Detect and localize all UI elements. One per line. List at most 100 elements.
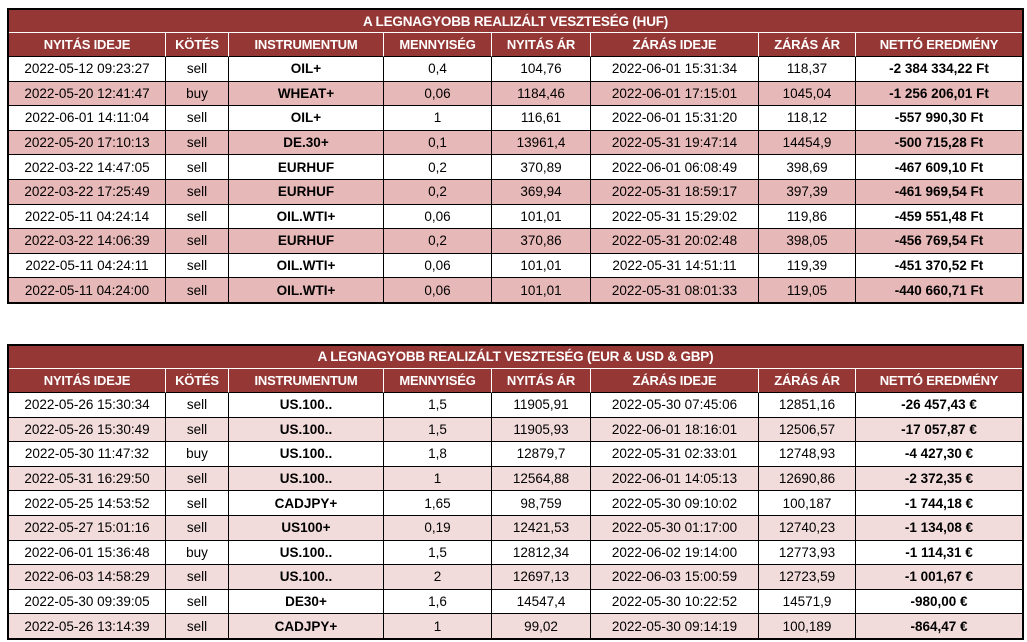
cell-netto-eredmeny: -1 134,08 € bbox=[856, 515, 1023, 541]
cell-netto-eredmeny: -980,00 € bbox=[856, 589, 1023, 615]
table-row: 2022-05-11 04:24:00 sell OIL.WTI+ 0,06 101,0… bbox=[9, 278, 1023, 302]
cell-zaras-ideje: 2022-06-01 06:08:49 bbox=[591, 155, 759, 180]
cell-zaras-ideje: 2022-05-30 10:22:52 bbox=[591, 589, 759, 615]
cell-zaras-ideje: 2022-05-31 19:47:14 bbox=[591, 130, 759, 156]
cell-netto-eredmeny: -1 744,18 € bbox=[856, 491, 1023, 516]
table-row: 2022-05-12 09:23:27 sell OIL+ 0,4 104,76 2022… bbox=[9, 57, 1023, 82]
cell-nyitas-ar: 12697,13 bbox=[492, 565, 591, 590]
cell-netto-eredmeny: -440 660,71 Ft bbox=[856, 278, 1023, 302]
cell-nyitas-ideje: 2022-05-11 04:24:14 bbox=[9, 204, 166, 230]
column-header-kotes: KÖTÉS bbox=[166, 33, 229, 57]
column-header-netto-eredmeny: NETTÓ EREDMÉNY bbox=[856, 33, 1023, 57]
cell-zaras-ar: 12748,93 bbox=[759, 442, 856, 467]
cell-zaras-ideje: 2022-06-01 17:15:01 bbox=[591, 81, 759, 107]
cell-zaras-ar: 398,69 bbox=[759, 155, 856, 180]
cell-instrumentum: OIL.WTI+ bbox=[229, 253, 384, 279]
table-row: 2022-06-01 15:36:48 buy US.100.. 1,5 12812,3… bbox=[9, 540, 1023, 566]
cell-nyitas-ar: 11905,91 bbox=[492, 392, 591, 418]
cell-nyitas-ideje: 2022-05-26 15:30:34 bbox=[9, 392, 166, 418]
table-row: 2022-05-25 14:53:52 sell CADJPY+ 1,65 98,759… bbox=[9, 491, 1023, 516]
cell-nyitas-ar: 12564,88 bbox=[492, 466, 591, 492]
cell-nyitas-ideje: 2022-05-26 13:14:39 bbox=[9, 614, 166, 638]
cell-netto-eredmeny: -864,47 € bbox=[856, 614, 1023, 638]
cell-instrumentum: OIL+ bbox=[229, 106, 384, 131]
cell-mennyiseg: 1 bbox=[384, 614, 492, 638]
cell-nyitas-ideje: 2022-05-11 04:24:00 bbox=[9, 278, 166, 302]
table-row: 2022-05-26 15:30:49 sell US.100.. 1,5 11905,… bbox=[9, 417, 1023, 443]
cell-kotes: sell bbox=[166, 589, 229, 615]
cell-netto-eredmeny: -557 990,30 Ft bbox=[856, 106, 1023, 131]
cell-zaras-ar: 14571,9 bbox=[759, 589, 856, 615]
cell-mennyiseg: 0,2 bbox=[384, 229, 492, 254]
cell-nyitas-ar: 99,02 bbox=[492, 614, 591, 638]
cell-zaras-ar: 118,12 bbox=[759, 106, 856, 131]
cell-nyitas-ar: 104,76 bbox=[492, 57, 591, 82]
cell-nyitas-ideje: 2022-06-01 14:11:04 bbox=[9, 106, 166, 131]
cell-zaras-ar: 12773,93 bbox=[759, 540, 856, 566]
table-row: 2022-03-22 14:06:39 sell EURHUF 0,2 370,86 20… bbox=[9, 229, 1023, 254]
column-header-zaras-ideje: ZÁRÁS IDEJE bbox=[591, 33, 759, 57]
cell-zaras-ar: 12506,57 bbox=[759, 417, 856, 443]
cell-nyitas-ideje: 2022-05-20 17:10:13 bbox=[9, 130, 166, 156]
cell-instrumentum: US.100.. bbox=[229, 392, 384, 418]
cell-zaras-ideje: 2022-06-02 19:14:00 bbox=[591, 540, 759, 566]
cell-zaras-ideje: 2022-05-31 20:02:48 bbox=[591, 229, 759, 254]
table-row: 2022-05-30 09:39:05 sell DE30+ 1,6 14547,4 20… bbox=[9, 589, 1023, 615]
cell-nyitas-ideje: 2022-05-26 15:30:49 bbox=[9, 417, 166, 443]
cell-kotes: sell bbox=[166, 155, 229, 180]
cell-kotes: sell bbox=[166, 130, 229, 156]
cell-nyitas-ar: 116,61 bbox=[492, 106, 591, 131]
column-header-zaras-ideje: ZÁRÁS IDEJE bbox=[591, 368, 759, 393]
cell-nyitas-ar: 101,01 bbox=[492, 204, 591, 230]
cell-kotes: sell bbox=[166, 515, 229, 541]
cell-mennyiseg: 0,2 bbox=[384, 179, 492, 205]
cell-mennyiseg: 1,5 bbox=[384, 417, 492, 443]
cell-nyitas-ar: 370,89 bbox=[492, 155, 591, 180]
cell-zaras-ar: 398,05 bbox=[759, 229, 856, 254]
table-row: 2022-03-22 14:47:05 sell EURHUF 0,2 370,89 20… bbox=[9, 155, 1023, 180]
cell-mennyiseg: 1,5 bbox=[384, 392, 492, 418]
cell-zaras-ar: 12723,59 bbox=[759, 565, 856, 590]
cell-zaras-ideje: 2022-05-30 09:10:02 bbox=[591, 491, 759, 516]
cell-nyitas-ar: 14547,4 bbox=[492, 589, 591, 615]
cell-zaras-ar: 118,37 bbox=[759, 57, 856, 82]
cell-nyitas-ideje: 2022-03-22 17:25:49 bbox=[9, 179, 166, 205]
cell-nyitas-ar: 11905,93 bbox=[492, 417, 591, 443]
cell-instrumentum: WHEAT+ bbox=[229, 81, 384, 107]
cell-mennyiseg: 1 bbox=[384, 106, 492, 131]
cell-instrumentum: EURHUF bbox=[229, 179, 384, 205]
cell-nyitas-ar: 101,01 bbox=[492, 278, 591, 302]
loss-table-huf: A LEGNAGYOBB REALIZÁLT VESZTESÉG (HUF) NY… bbox=[7, 8, 1025, 304]
cell-instrumentum: US.100.. bbox=[229, 540, 384, 566]
cell-kotes: sell bbox=[166, 565, 229, 590]
cell-zaras-ar: 12851,16 bbox=[759, 392, 856, 418]
cell-instrumentum: CADJPY+ bbox=[229, 491, 384, 516]
cell-kotes: sell bbox=[166, 278, 229, 302]
table-row: 2022-05-20 12:41:47 buy WHEAT+ 0,06 1184,46 2… bbox=[9, 81, 1023, 107]
cell-zaras-ar: 119,39 bbox=[759, 253, 856, 279]
table-row: 2022-05-30 11:47:32 buy US.100.. 1,8 12879,7… bbox=[9, 442, 1023, 467]
cell-instrumentum: US.100.. bbox=[229, 417, 384, 443]
cell-nyitas-ar: 370,86 bbox=[492, 229, 591, 254]
cell-instrumentum: OIL+ bbox=[229, 57, 384, 82]
cell-instrumentum: US100+ bbox=[229, 515, 384, 541]
cell-kotes: buy bbox=[166, 540, 229, 566]
table-row: 2022-05-20 17:10:13 sell DE.30+ 0,1 13961,4 2… bbox=[9, 130, 1023, 156]
cell-mennyiseg: 1,5 bbox=[384, 540, 492, 566]
cell-kotes: sell bbox=[166, 57, 229, 82]
cell-nyitas-ideje: 2022-03-22 14:47:05 bbox=[9, 155, 166, 180]
table-title: A LEGNAGYOBB REALIZÁLT VESZTESÉG (EUR & … bbox=[9, 345, 1023, 369]
cell-nyitas-ideje: 2022-05-30 11:47:32 bbox=[9, 442, 166, 467]
cell-mennyiseg: 1,6 bbox=[384, 589, 492, 615]
table-title: A LEGNAGYOBB REALIZÁLT VESZTESÉG (HUF) bbox=[9, 10, 1023, 33]
cell-netto-eredmeny: -4 427,30 € bbox=[856, 442, 1023, 467]
cell-zaras-ar: 100,189 bbox=[759, 614, 856, 638]
cell-nyitas-ideje: 2022-06-03 14:58:29 bbox=[9, 565, 166, 590]
cell-mennyiseg: 1,8 bbox=[384, 442, 492, 467]
cell-nyitas-ideje: 2022-05-11 04:24:11 bbox=[9, 253, 166, 279]
cell-nyitas-ar: 12812,34 bbox=[492, 540, 591, 566]
table-row: 2022-05-26 13:14:39 sell CADJPY+ 1 99,02 2022… bbox=[9, 614, 1023, 638]
cell-zaras-ideje: 2022-05-31 18:59:17 bbox=[591, 179, 759, 205]
cell-nyitas-ar: 1184,46 bbox=[492, 81, 591, 107]
table-row: 2022-05-31 16:29:50 sell US.100.. 1 12564,88… bbox=[9, 466, 1023, 492]
